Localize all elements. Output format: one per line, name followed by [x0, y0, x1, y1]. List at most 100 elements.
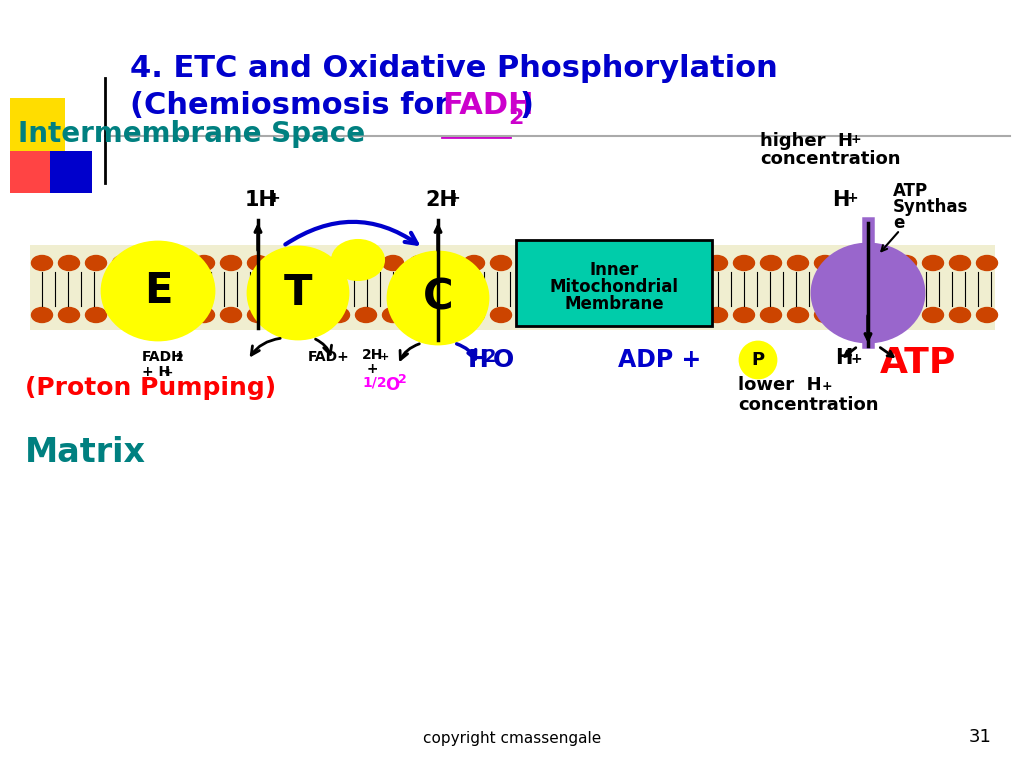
Text: ATP: ATP [893, 182, 928, 200]
Text: +: + [850, 352, 861, 366]
Text: H: H [831, 190, 849, 210]
Ellipse shape [761, 307, 781, 323]
Text: Inner: Inner [590, 261, 639, 279]
Ellipse shape [733, 256, 755, 270]
Ellipse shape [436, 307, 458, 323]
Bar [30, 245, 995, 330]
Ellipse shape [85, 307, 106, 323]
Text: Matrix: Matrix [25, 436, 146, 469]
Ellipse shape [977, 307, 997, 323]
Text: 31: 31 [969, 728, 992, 746]
Ellipse shape [896, 307, 916, 323]
Ellipse shape [680, 307, 700, 323]
Text: Membrane: Membrane [564, 295, 664, 313]
Text: +: + [268, 191, 280, 205]
Ellipse shape [388, 252, 488, 344]
Ellipse shape [410, 256, 430, 270]
Text: P: P [752, 351, 765, 369]
Text: Intermembrane Space: Intermembrane Space [18, 120, 366, 148]
Ellipse shape [274, 256, 296, 270]
Ellipse shape [383, 307, 403, 323]
Ellipse shape [167, 256, 187, 270]
Text: 1/2: 1/2 [362, 376, 387, 390]
Ellipse shape [113, 256, 133, 270]
Text: E: E [143, 270, 172, 312]
Ellipse shape [923, 256, 943, 270]
Ellipse shape [301, 307, 323, 323]
Ellipse shape [383, 256, 403, 270]
Ellipse shape [868, 307, 890, 323]
Ellipse shape [58, 307, 80, 323]
Ellipse shape [194, 256, 214, 270]
Ellipse shape [167, 307, 187, 323]
Ellipse shape [680, 256, 700, 270]
Ellipse shape [896, 256, 916, 270]
Ellipse shape [85, 256, 106, 270]
Ellipse shape [301, 256, 323, 270]
Ellipse shape [652, 307, 674, 323]
Ellipse shape [517, 256, 539, 270]
Ellipse shape [868, 256, 890, 270]
Ellipse shape [652, 256, 674, 270]
Text: (Chemiosmosis for: (Chemiosmosis for [130, 91, 460, 120]
Ellipse shape [32, 256, 52, 270]
Text: FAD+: FAD+ [308, 350, 350, 364]
Text: O: O [493, 348, 514, 372]
FancyBboxPatch shape [516, 240, 712, 326]
Ellipse shape [490, 256, 512, 270]
Ellipse shape [598, 307, 620, 323]
Text: H: H [468, 348, 488, 372]
Text: copyright cmassengale: copyright cmassengale [423, 731, 601, 746]
Ellipse shape [58, 256, 80, 270]
Ellipse shape [329, 256, 349, 270]
Text: T: T [284, 272, 312, 314]
Text: +: + [380, 352, 389, 362]
Text: ATP: ATP [880, 346, 956, 380]
Ellipse shape [842, 256, 862, 270]
Ellipse shape [113, 307, 133, 323]
Text: +: + [822, 380, 833, 393]
Text: concentration: concentration [738, 396, 879, 414]
FancyArrowPatch shape [286, 222, 417, 244]
Ellipse shape [464, 256, 484, 270]
Ellipse shape [139, 256, 161, 270]
Ellipse shape [814, 307, 836, 323]
Bar [50, 151, 92, 193]
Text: C: C [423, 277, 454, 319]
Ellipse shape [571, 307, 593, 323]
Text: H: H [835, 348, 852, 368]
Text: e: e [893, 214, 904, 232]
Text: (Proton Pumping): (Proton Pumping) [25, 376, 276, 400]
Ellipse shape [949, 307, 971, 323]
Text: 2: 2 [398, 373, 407, 386]
Ellipse shape [139, 307, 161, 323]
Bar [10, 98, 65, 153]
Ellipse shape [410, 307, 430, 323]
Text: ): ) [520, 91, 534, 120]
Text: +: + [847, 191, 859, 205]
Ellipse shape [842, 307, 862, 323]
Ellipse shape [517, 307, 539, 323]
Ellipse shape [274, 307, 296, 323]
Ellipse shape [626, 256, 646, 270]
Ellipse shape [707, 307, 727, 323]
Text: +: + [164, 368, 173, 378]
Bar [10, 151, 52, 193]
Ellipse shape [571, 256, 593, 270]
FancyArrowPatch shape [315, 339, 332, 354]
FancyArrowPatch shape [457, 344, 475, 359]
Ellipse shape [733, 307, 755, 323]
Ellipse shape [248, 256, 268, 270]
Ellipse shape [194, 307, 214, 323]
Ellipse shape [977, 256, 997, 270]
Ellipse shape [355, 256, 377, 270]
Text: lower  H: lower H [738, 376, 821, 394]
Text: 2: 2 [508, 108, 523, 128]
Ellipse shape [707, 256, 727, 270]
Ellipse shape [329, 307, 349, 323]
Ellipse shape [32, 307, 52, 323]
Text: 2: 2 [175, 353, 182, 363]
Ellipse shape [248, 247, 348, 339]
Ellipse shape [220, 307, 242, 323]
Ellipse shape [598, 256, 620, 270]
